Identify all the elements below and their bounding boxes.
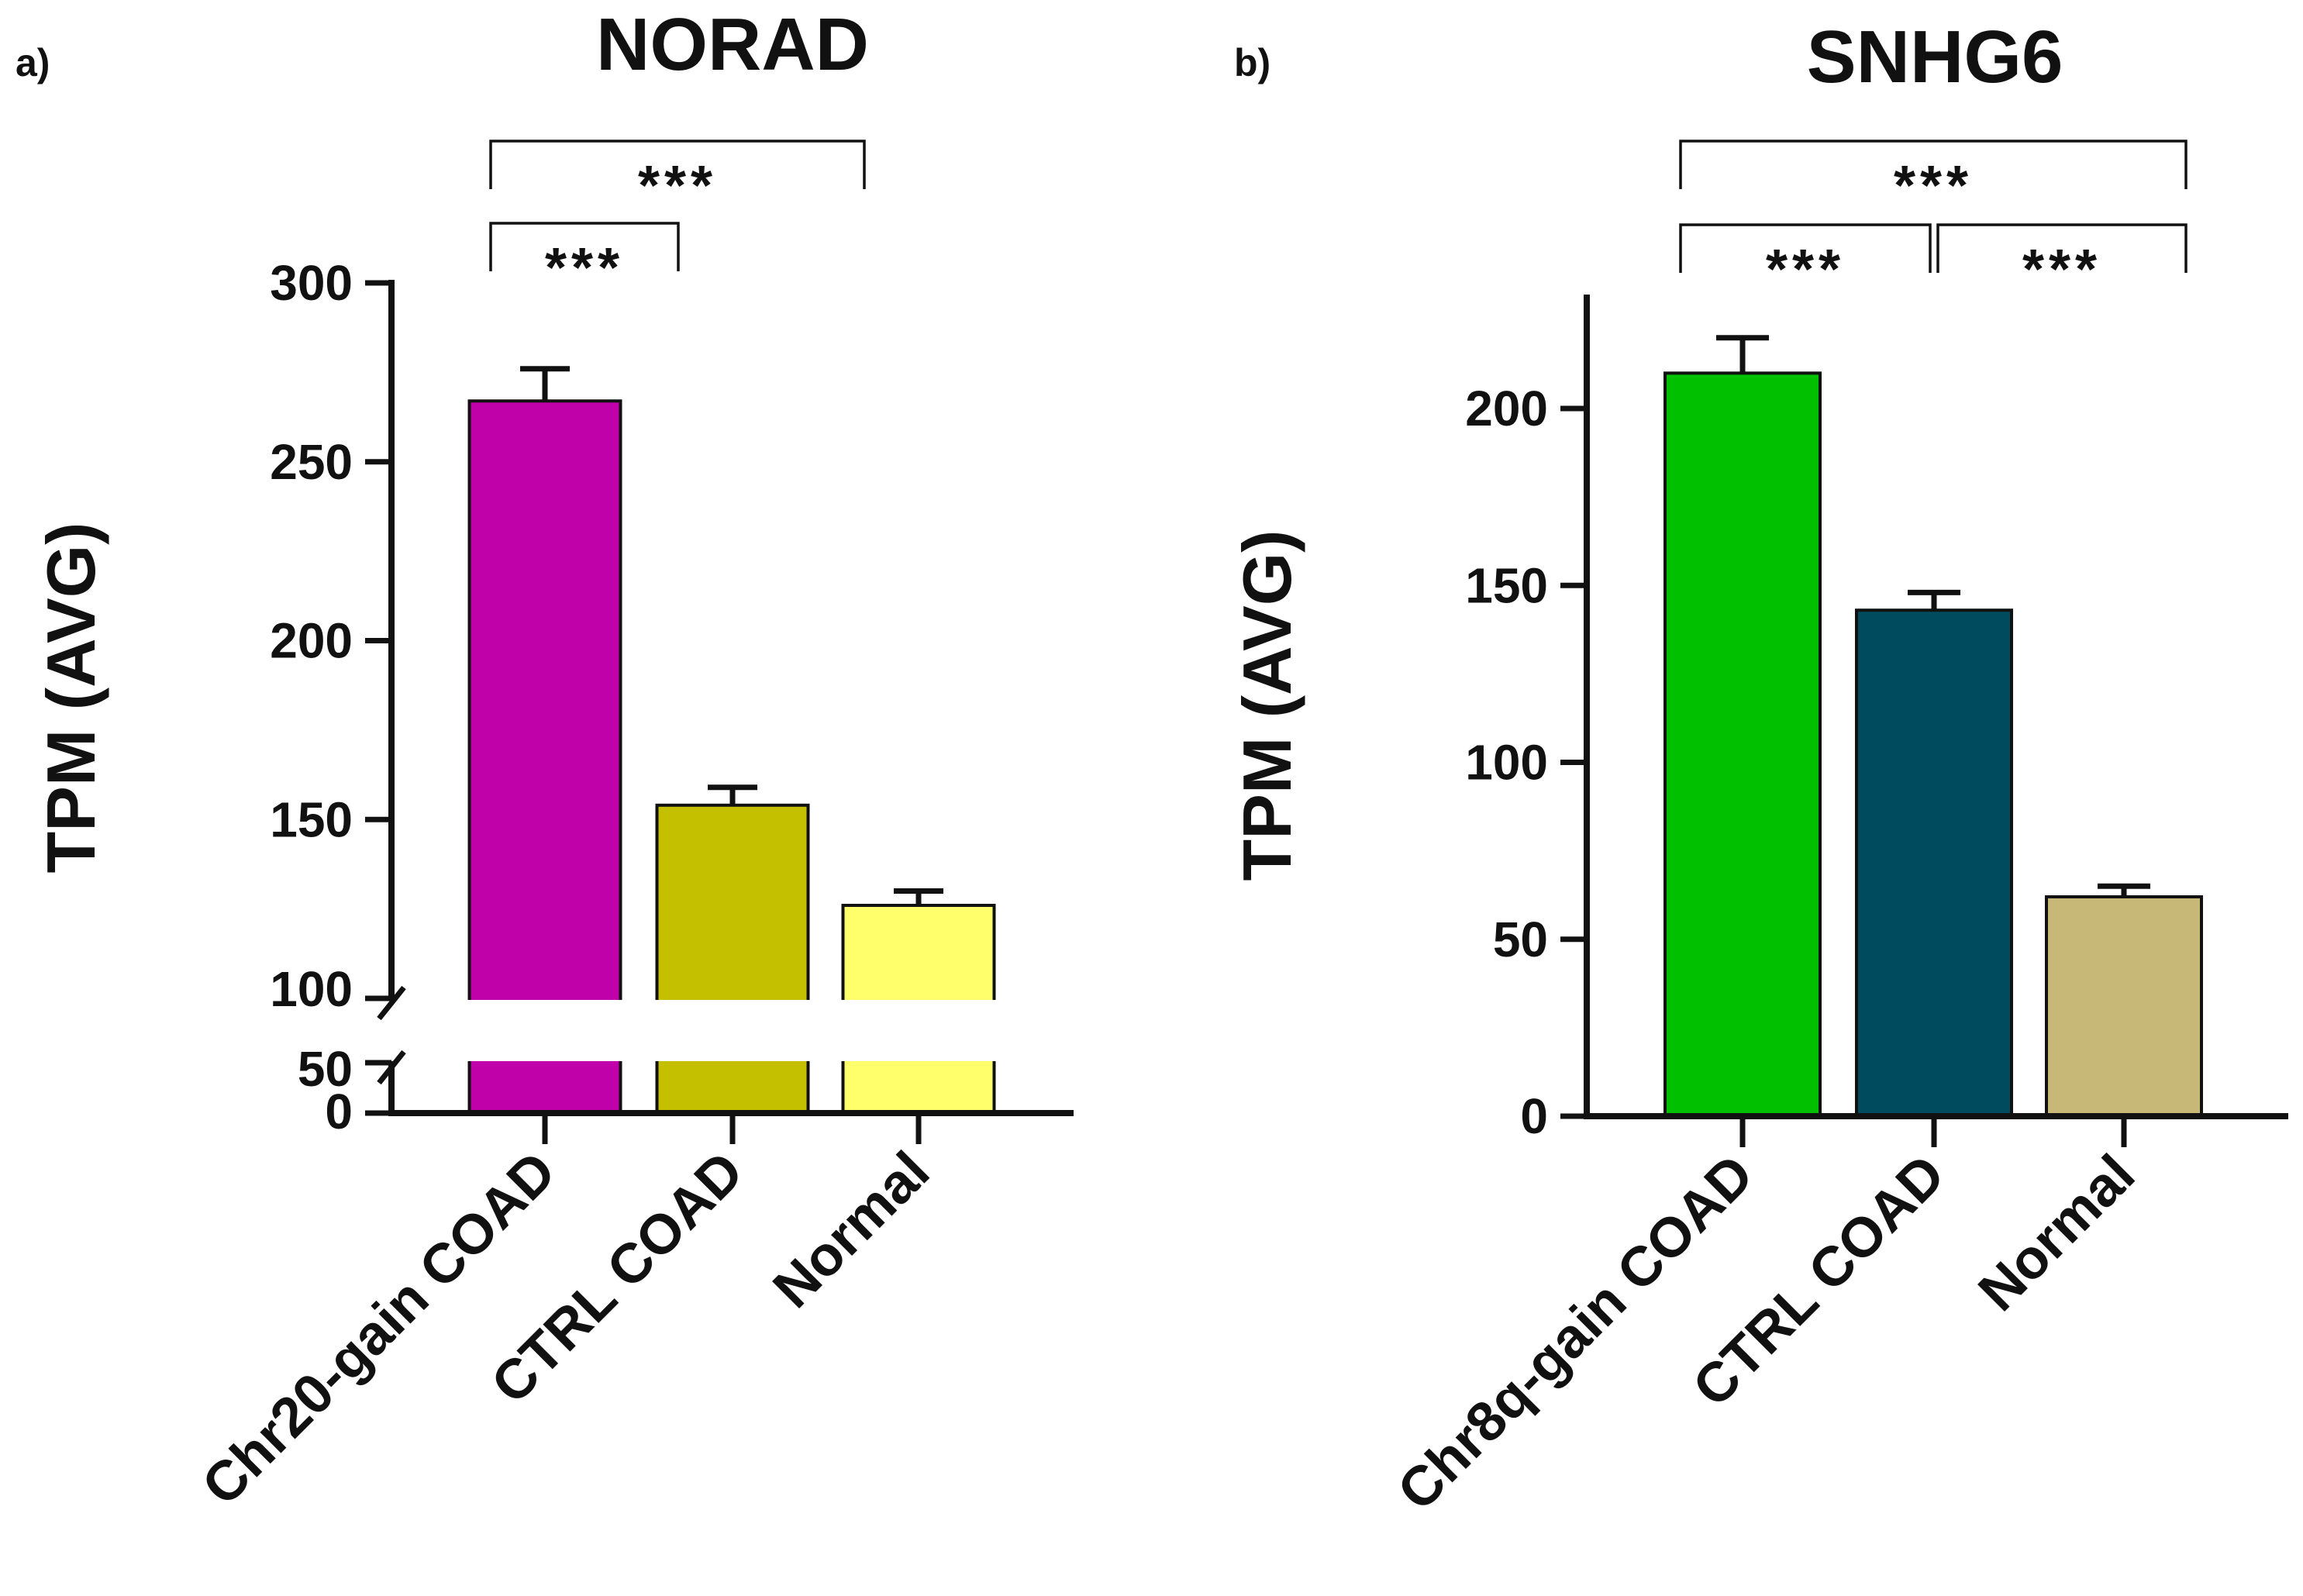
panel-a: a) NORAD TPM (AVG) 050 100 150 200 250 300 Ch… — [16, 3, 1074, 1517]
y-tick-label-a-300: 300 — [270, 255, 353, 311]
category-label-a-0: Chr20-gain COAD — [191, 1140, 568, 1518]
significance-label-a-0: *** — [545, 237, 624, 299]
chart-a-error-bars — [520, 366, 943, 906]
panel-a-label: a) — [16, 41, 50, 84]
category-label-b-0: Chr8q-gain COAD — [1386, 1143, 1765, 1522]
category-label-b-2: Normal — [1967, 1143, 2146, 1323]
category-label-a-2: Normal — [761, 1140, 941, 1320]
chart-b-title: SNHG6 — [1807, 16, 2063, 98]
y-tick-label-a-100: 100 — [270, 961, 353, 1017]
chart-a-significance: ****** — [489, 140, 866, 299]
y-tick-label-a-150: 150 — [270, 791, 353, 847]
axis-break-slash-lower — [377, 1050, 406, 1085]
axis-break-slash-upper — [377, 985, 406, 1021]
bar-b-0 — [1663, 371, 1822, 1119]
chart-b-y-ticks: 0 50 100 150 200 — [1465, 381, 1587, 1144]
bar-b-1 — [1855, 608, 2013, 1118]
significance-bracket-b-0 — [1679, 223, 1932, 273]
chart-a-y-ticks: 050 100 150 200 250 300 — [270, 255, 391, 1139]
chart-b-bars — [1663, 371, 2203, 1119]
panel-b-label: b) — [1234, 41, 1270, 84]
y-tick-label-a-250: 250 — [270, 434, 353, 490]
chart-b-significance: *** *** *** — [1679, 140, 2188, 301]
significance-bracket-a-0 — [489, 222, 680, 271]
panel-b: b) SNHG6 TPM (AVG) 0 50 100 150 200 Chr8q-ga… — [1229, 16, 2288, 1522]
significance-label-b-2: *** — [1894, 155, 1973, 217]
significance-bracket-b-1 — [1936, 223, 2188, 273]
bar-a-0 — [467, 399, 622, 1115]
chart-b-ylabel: TPM (AVG) — [1229, 530, 1305, 881]
y-tick-label-a-50: 50 — [298, 1041, 353, 1097]
y-tick-label-b-100: 100 — [1465, 735, 1548, 791]
y-tick-label-a-0: 0 — [325, 1084, 353, 1139]
significance-label-b-0: *** — [1766, 239, 1845, 301]
y-tick-label-a-200: 200 — [270, 613, 353, 669]
chart-a-axis-break — [364, 1000, 1031, 1061]
y-tick-label-b-200: 200 — [1465, 381, 1548, 436]
chart-b-error-bars — [1716, 335, 2150, 897]
significance-bracket-b-2 — [1679, 140, 2188, 189]
chart-a-title: NORAD — [596, 3, 869, 86]
y-tick-label-b-150: 150 — [1465, 557, 1548, 613]
bar-b-2 — [2045, 895, 2203, 1118]
axis-break-gap — [364, 1000, 1031, 1061]
bar-a-1 — [655, 803, 810, 1115]
significance-label-b-1: *** — [2022, 239, 2101, 301]
y-tick-label-b-50: 50 — [1493, 912, 1548, 967]
y-tick-label-b-0: 0 — [1520, 1088, 1548, 1144]
significance-label-a-1: *** — [638, 155, 717, 217]
significance-bracket-a-1 — [489, 140, 866, 189]
chart-a-ylabel: TPM (AVG) — [33, 522, 109, 874]
